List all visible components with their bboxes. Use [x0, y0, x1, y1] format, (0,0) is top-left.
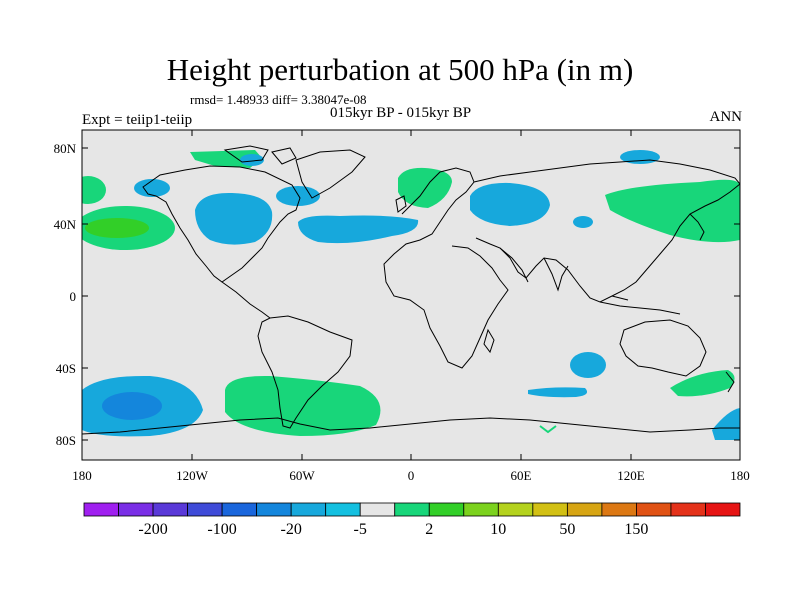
anomaly-central-north-pacific-core — [85, 218, 149, 238]
colorbar-swatch — [394, 502, 430, 517]
lat-tick-label: 0 — [70, 289, 77, 304]
colorbar-swatch — [636, 502, 672, 517]
colorbar-swatch — [566, 502, 603, 517]
anomaly-alaska-negative — [134, 179, 170, 197]
anomaly-arctic-canada-negative — [240, 154, 264, 166]
anomaly-north-atlantic-negative — [298, 215, 419, 244]
colorbar-swatch — [497, 502, 534, 517]
experiment-label: Expt = teiip1-teiip — [82, 112, 193, 128]
lon-tick-label: 60W — [289, 468, 315, 483]
colorbar-label: -5 — [354, 521, 367, 538]
latitude-axis: 80N 40N 0 40S 80S — [54, 141, 740, 448]
colorbar-label: 2 — [425, 521, 433, 538]
colorbar-swatch — [532, 502, 568, 517]
plot-subtitle: 015kyr BP - 015kyr BP — [330, 105, 472, 121]
colorbar-swatch — [187, 502, 223, 517]
plot-title: Height perturbation at 500 hPa (in m) — [166, 52, 634, 87]
colorbar-label: 50 — [559, 521, 575, 538]
colorbar-label: -100 — [207, 521, 236, 538]
lat-tick-label: 40N — [54, 217, 77, 232]
anomaly-east-asia-positive — [605, 179, 740, 243]
anomaly-fields — [82, 145, 740, 440]
colorbar-swatch — [463, 502, 499, 517]
lon-tick-label: 120E — [617, 468, 645, 483]
colorbar-swatch — [705, 502, 741, 517]
colorbar-label: -20 — [281, 521, 302, 538]
lon-tick-label: 180 — [72, 468, 92, 483]
colorbar-swatch — [359, 502, 396, 517]
lon-tick-label: 120W — [176, 468, 209, 483]
anomaly-antarctic-negative — [712, 408, 740, 440]
colorbar — [83, 502, 741, 517]
coastlines — [82, 145, 740, 435]
anomaly-southeast-pacific-positive — [225, 375, 381, 436]
colorbar-swatch — [428, 502, 465, 517]
colorbar-swatch — [83, 502, 119, 517]
colorbar-labels: -200 -100 -20 -5 2 10 50 150 — [138, 521, 648, 538]
colorbar-swatch — [256, 502, 292, 517]
lat-tick-label: 80N — [54, 141, 77, 156]
lat-tick-label: 40S — [56, 361, 76, 376]
anomaly-scandinavia-positive — [398, 167, 452, 208]
anomaly-north-america-negative — [195, 192, 273, 245]
lat-tick-label: 80S — [56, 433, 76, 448]
colorbar-label: 150 — [624, 521, 648, 538]
anomaly-hudson-negative — [276, 186, 320, 206]
lon-tick-label: 0 — [408, 468, 415, 483]
colorbar-swatch — [152, 502, 188, 517]
season-label: ANN — [709, 109, 743, 125]
colorbar-swatch — [670, 502, 706, 517]
anomaly-central-asia-negative — [573, 216, 593, 228]
colorbar-swatch — [118, 502, 154, 517]
colorbar-swatch — [325, 502, 361, 517]
rmsd-diff-stats: rmsd= 1.48933 diff= 3.38047e-08 — [190, 92, 367, 107]
anomaly-west-edge-positive — [82, 176, 106, 204]
anomaly-siberia-negative — [470, 182, 550, 226]
anomaly-southwest-pacific-positive — [670, 370, 735, 397]
colorbar-swatch — [290, 502, 327, 517]
lon-tick-label: 180 — [730, 468, 750, 483]
colorbar-swatch — [601, 502, 637, 517]
anomaly-south-indian-negative — [570, 352, 606, 378]
anomaly-southern-ocean-negative — [528, 387, 588, 398]
colorbar-label: -200 — [138, 521, 167, 538]
colorbar-swatch — [221, 502, 258, 517]
anomaly-small-positive-mark — [539, 425, 557, 434]
longitude-axis: 180 120W 60W 0 60E 120E 180 — [72, 130, 750, 483]
anomaly-south-pacific-core — [102, 392, 162, 420]
map-panel: 80N 40N 0 40S 80S 180 120W 60W 0 60E 120E 180 — [54, 129, 750, 483]
colorbar-label: 10 — [490, 521, 506, 538]
lon-tick-label: 60E — [511, 468, 532, 483]
